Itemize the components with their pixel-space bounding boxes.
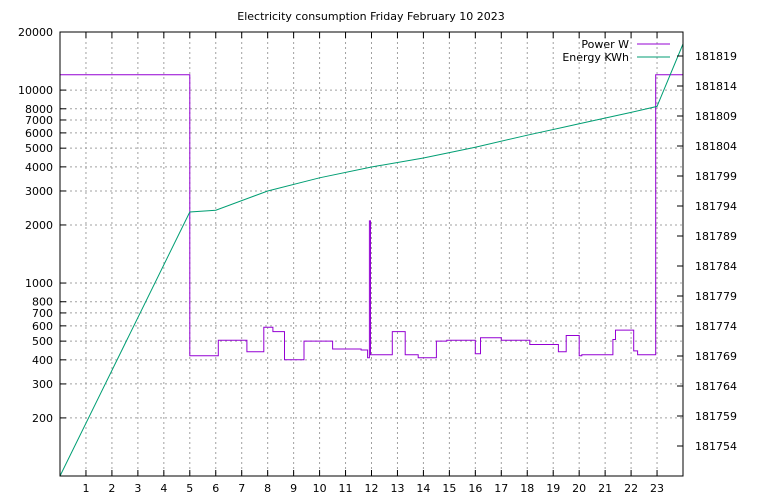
y-tick-label: 200 — [32, 412, 53, 425]
y2-tick-label: 181769 — [695, 350, 737, 363]
y-tick-label: 400 — [32, 354, 53, 367]
y2-tick-label: 181774 — [695, 320, 737, 333]
x-tick-label: 9 — [290, 482, 297, 495]
y2-tick-label: 181759 — [695, 410, 737, 423]
y2-tick-label: 181794 — [695, 200, 737, 213]
y-tick-label: 7000 — [25, 114, 53, 127]
y-tick-label: 5000 — [25, 142, 53, 155]
y2-tick-label: 181819 — [695, 50, 737, 63]
x-tick-label: 7 — [238, 482, 245, 495]
y-tick-label: 6000 — [25, 127, 53, 140]
x-tick-label: 6 — [212, 482, 219, 495]
grid — [60, 32, 683, 476]
y-tick-label: 300 — [32, 378, 53, 391]
y2-tick-label: 181809 — [695, 110, 737, 123]
axis-ticks: 1 2 3 4 5 6 7 8 9 10 11 12 13 14 15 16 17 18 19 20 21 22 23200… — [18, 26, 737, 495]
x-tick-label: 10 — [313, 482, 327, 495]
x-tick-label: 1 — [82, 482, 89, 495]
y-tick-label: 600 — [32, 320, 53, 333]
series-line-energy — [59, 43, 684, 477]
x-tick-label: 14 — [416, 482, 430, 495]
x-tick-label: 8 — [264, 482, 271, 495]
y2-tick-label: 181789 — [695, 230, 737, 243]
x-tick-label: 11 — [339, 482, 353, 495]
y2-tick-label: 181779 — [695, 290, 737, 303]
x-tick-label: 12 — [365, 482, 379, 495]
x-tick-label: 5 — [186, 482, 193, 495]
x-tick-label: 22 — [624, 482, 638, 495]
y2-tick-label: 181764 — [695, 380, 737, 393]
y-tick-label: 800 — [32, 296, 53, 309]
x-tick-label: 20 — [572, 482, 586, 495]
y2-tick-label: 181814 — [695, 80, 737, 93]
y-tick-label: 700 — [32, 307, 53, 320]
plot-series — [59, 43, 684, 477]
y2-tick-label: 181754 — [695, 440, 737, 453]
x-tick-label: 19 — [546, 482, 560, 495]
x-tick-label: 2 — [108, 482, 115, 495]
x-tick-label: 15 — [442, 482, 456, 495]
x-tick-label: 4 — [160, 482, 167, 495]
x-tick-label: 21 — [598, 482, 612, 495]
y-tick-label: 8000 — [25, 103, 53, 116]
y-tick-label: 20000 — [18, 26, 53, 39]
y-tick-label: 500 — [32, 335, 53, 348]
y2-tick-label: 181799 — [695, 170, 737, 183]
x-tick-label: 23 — [650, 482, 664, 495]
chart-title: Electricity consumption Friday February … — [237, 10, 504, 23]
y-tick-label: 2000 — [25, 219, 53, 232]
legend-label: Energy KWh — [562, 51, 629, 64]
y-tick-label: 3000 — [25, 185, 53, 198]
x-tick-label: 3 — [134, 482, 141, 495]
y2-tick-label: 181804 — [695, 140, 737, 153]
series-line-power — [59, 74, 684, 361]
legend-label: Power W — [581, 38, 629, 51]
y-tick-label: 1000 — [25, 277, 53, 290]
x-tick-label: 18 — [520, 482, 534, 495]
y2-tick-label: 181784 — [695, 260, 737, 273]
y-tick-label: 10000 — [18, 84, 53, 97]
y-tick-label: 4000 — [25, 161, 53, 174]
x-tick-label: 17 — [494, 482, 508, 495]
x-tick-label: 16 — [468, 482, 482, 495]
x-tick-label: 13 — [390, 482, 404, 495]
